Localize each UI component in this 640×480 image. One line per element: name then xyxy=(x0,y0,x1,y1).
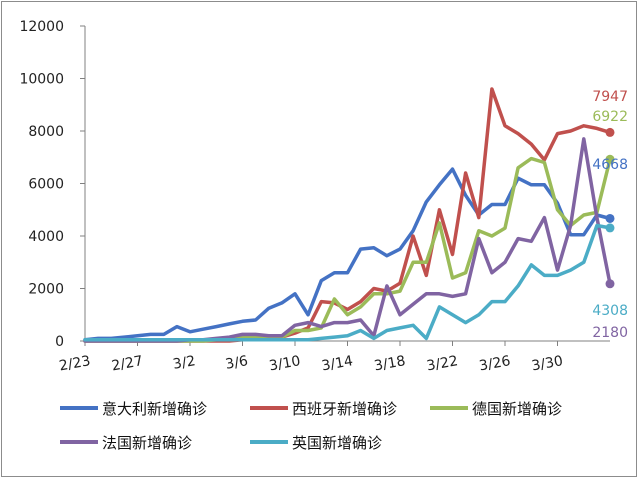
x-tick-label: 3/14 xyxy=(320,353,354,374)
x-tick-label: 3/26 xyxy=(478,353,512,374)
y-tick-label: 8000 xyxy=(28,124,64,140)
legend-item-2: 德国新增确诊 xyxy=(430,400,562,418)
legend-label: 意大利新增确诊 xyxy=(102,400,207,418)
series-end-point-0 xyxy=(605,213,615,223)
y-tick-label: 6000 xyxy=(28,177,64,193)
y-tick-label: 10000 xyxy=(19,72,64,88)
series-line-1 xyxy=(83,87,612,343)
x-tick-label: 3/6 xyxy=(224,353,249,373)
series-end-label-2: 6922 xyxy=(592,109,628,125)
y-tick-label: 0 xyxy=(55,334,64,350)
x-axis-ticks: 2/23 2/27 3/2 3/6 3/10 3/14 3/18 3/22 3/26 3/30 xyxy=(58,353,564,374)
legend-label: 法国新增确诊 xyxy=(102,434,192,452)
series-end-point-3 xyxy=(605,279,615,289)
legend-label: 西班牙新增确诊 xyxy=(292,400,397,418)
y-tick-label: 12000 xyxy=(19,19,64,35)
series-line-4 xyxy=(83,223,612,342)
legend-item-4: 英国新增确诊 xyxy=(250,434,382,452)
y-tick-label: 2000 xyxy=(28,282,64,298)
legend-label: 德国新增确诊 xyxy=(472,400,562,418)
x-tick-label: 3/30 xyxy=(530,353,564,374)
legend-item-3: 法国新增确诊 xyxy=(60,434,192,452)
x-tick-label: 3/22 xyxy=(425,353,459,374)
series-end-point-4 xyxy=(605,223,615,233)
x-tick-label: 3/10 xyxy=(268,353,302,374)
series-lines xyxy=(83,87,612,343)
y-tick-label: 4000 xyxy=(28,229,64,245)
series-end-label-1: 7947 xyxy=(592,89,628,105)
x-tick-label: 2/23 xyxy=(58,353,92,374)
series-end-markers xyxy=(605,127,615,289)
series-line-0 xyxy=(83,167,612,342)
x-tick-label: 2/27 xyxy=(110,353,144,374)
series-end-point-2 xyxy=(605,154,615,164)
series-end-label-3: 2180 xyxy=(592,325,628,341)
series-end-label-0: 4668 xyxy=(592,157,628,173)
legend-item-0: 意大利新增确诊 xyxy=(60,400,207,418)
x-tick-label: 3/2 xyxy=(172,353,197,373)
series-end-point-1 xyxy=(605,127,615,137)
x-tick-label: 3/18 xyxy=(373,353,407,374)
series-end-label-4: 4308 xyxy=(592,303,628,319)
legend-item-1: 西班牙新增确诊 xyxy=(250,400,397,418)
series-end-labels: 4668 7947 6922 2180 4308 xyxy=(592,89,628,341)
y-axis-ticks: 0 2000 4000 6000 8000 10000 12000 xyxy=(19,19,64,350)
legend-label: 英国新增确诊 xyxy=(292,434,382,452)
